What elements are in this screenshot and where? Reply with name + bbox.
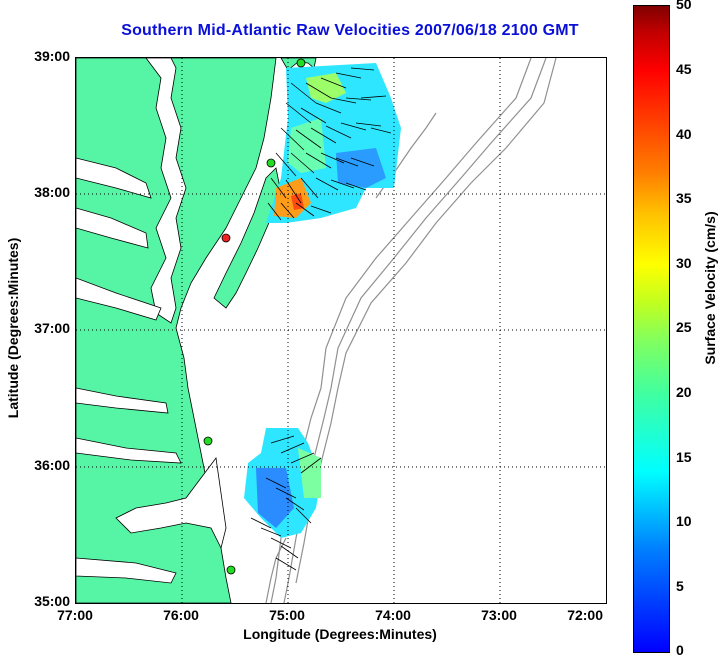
chesapeake-bay: [76, 58, 227, 584]
colorbar-tick: 20: [676, 384, 692, 400]
radar-station-marker[interactable]: [296, 58, 306, 68]
x-tick-label: 77:00: [57, 607, 93, 623]
colorbar-tick: 30: [676, 255, 692, 271]
velocity-field-south: [244, 428, 321, 538]
y-tick-label: 37:00: [34, 320, 70, 336]
velocity-field-north: [266, 63, 401, 223]
x-tick-label: 74:00: [375, 607, 411, 623]
y-tick-label: 35:00: [34, 593, 70, 609]
y-tick-label: 38:00: [34, 184, 70, 200]
colorbar-tick: 5: [676, 578, 684, 594]
colorbar-tick: 35: [676, 190, 692, 206]
radar-stations: [203, 58, 306, 575]
colorbar-tick: 0: [676, 642, 684, 658]
grid-lines: [76, 58, 606, 603]
radar-station-marker[interactable]: [266, 158, 276, 168]
colorbar: [633, 5, 670, 653]
colorbar-label: Surface Velocity (cm/s): [702, 211, 718, 365]
x-tick-label: 75:00: [269, 607, 305, 623]
x-tick-label: 76:00: [163, 607, 199, 623]
colorbar-tick: 15: [676, 449, 692, 465]
y-tick-label: 39:00: [34, 48, 70, 64]
y-tick-label: 36:00: [34, 457, 70, 473]
map-svg: [76, 58, 606, 603]
colorbar-tick: 40: [676, 126, 692, 142]
y-axis-label: Latitude (Degrees:Minutes): [5, 237, 21, 419]
colorbar-tick: 25: [676, 319, 692, 335]
x-tick-label: 73:00: [481, 607, 517, 623]
colorbar-tick: 45: [676, 61, 692, 77]
radar-station-marker[interactable]: [221, 233, 231, 243]
map-plot-area[interactable]: [75, 57, 607, 604]
radar-station-marker[interactable]: [203, 436, 213, 446]
map-title: Southern Mid-Atlantic Raw Velocities 200…: [121, 22, 579, 39]
x-tick-label: 72:00: [567, 607, 603, 623]
radar-station-marker[interactable]: [226, 565, 236, 575]
x-axis-label: Longitude (Degrees:Minutes): [243, 626, 437, 642]
colorbar-tick: 50: [676, 0, 692, 12]
colorbar-tick: 10: [676, 513, 692, 529]
